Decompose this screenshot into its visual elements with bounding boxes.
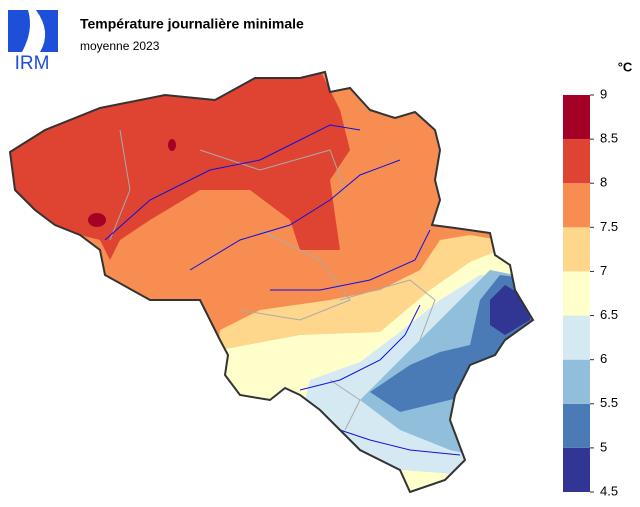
- logo: IRM: [8, 10, 58, 74]
- legend-bin: [563, 359, 590, 404]
- legend-bin: [563, 183, 590, 228]
- title: Température journalière minimale: [80, 16, 304, 32]
- legend-tick-label: 8: [600, 175, 607, 190]
- zone: [168, 139, 176, 151]
- legend-tick-label: 6.5: [600, 307, 618, 322]
- zone: [10, 72, 350, 260]
- legend-bin: [563, 271, 590, 316]
- legend: °C 4.5 5 5.5 6 6.5 7 7.5 8 8.5 9: [563, 59, 633, 498]
- legend-bin: [563, 139, 590, 184]
- legend-tick-label: 8.5: [600, 131, 618, 146]
- legend-tick-label: 6: [600, 351, 607, 366]
- legend-tick-label: 7.5: [600, 219, 618, 234]
- zone: [358, 193, 386, 217]
- legend-tick-label: 7: [600, 263, 607, 278]
- rivers: [104, 124, 461, 456]
- logo-text: IRM: [15, 53, 50, 74]
- legend-tick-label: 9: [600, 86, 607, 101]
- legend-tick-label: 4.5: [600, 483, 618, 498]
- legend-bin: [563, 227, 590, 272]
- map: [10, 72, 533, 492]
- legend-tick-label: 5.5: [600, 395, 618, 410]
- zone: [88, 213, 106, 227]
- legend-bin: [563, 447, 590, 492]
- legend-bin: [563, 403, 590, 448]
- legend-tick-label: 5: [600, 439, 607, 454]
- borders: [109, 129, 436, 431]
- legend-bin: [563, 95, 590, 140]
- subtitle: moyenne 2023: [80, 39, 160, 53]
- zone: [396, 161, 424, 189]
- legend-bin: [563, 315, 590, 360]
- legend-unit: °C: [618, 59, 633, 74]
